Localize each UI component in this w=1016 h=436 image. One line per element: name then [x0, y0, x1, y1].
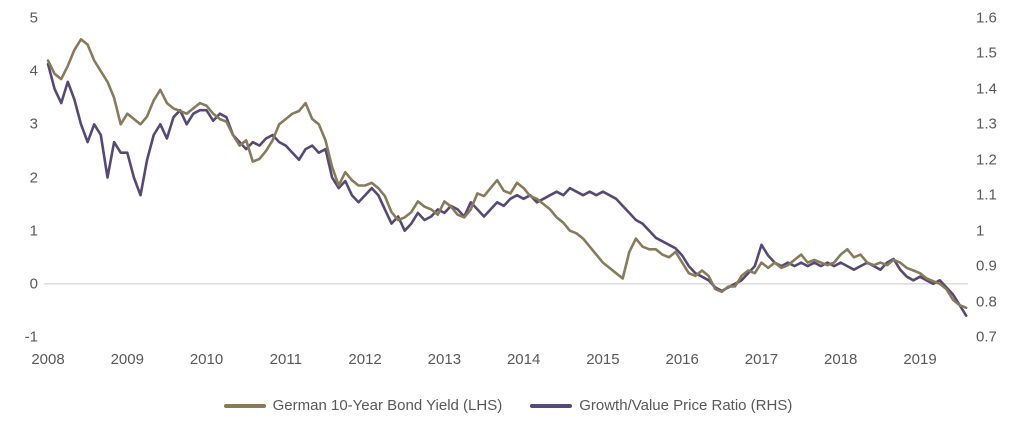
series-line-1 [46, 62, 968, 318]
left-axis-tick-label: 3 [29, 115, 38, 133]
plot-area [44, 37, 968, 318]
x-axis-tick-label: 2009 [110, 351, 144, 368]
x-axis-tick-label: 2017 [744, 351, 779, 368]
x-axis-tick-label: 2018 [824, 351, 858, 368]
legend-item-growth-value-ratio: Growth/Value Price Ratio (RHS) [530, 397, 792, 414]
legend-label-growth-value-ratio: Growth/Value Price Ratio (RHS) [579, 397, 793, 414]
x-axis-tick-label: 2019 [903, 351, 937, 368]
right-axis-tick-label: 0.8 [976, 293, 997, 311]
x-axis-tick-label: 2008 [31, 351, 65, 368]
x-axis-tick-label: 2014 [506, 351, 541, 368]
chart-legend: German 10-Year Bond Yield (LHS) Growth/V… [0, 397, 1016, 414]
left-axis-tick-label: -1 [24, 328, 38, 346]
bond-yield-line-swatch-icon [223, 403, 266, 408]
legend-label-bond-yield: German 10-Year Bond Yield (LHS) [272, 397, 503, 414]
right-axis-tick-label: 1.3 [976, 115, 997, 133]
x-axis-tick-label: 2010 [189, 351, 224, 368]
left-axis-tick-label: 5 [29, 9, 38, 27]
legend-item-bond-yield: German 10-Year Bond Yield (LHS) [223, 397, 503, 414]
right-axis-tick-label: 1.2 [976, 151, 997, 169]
left-axis-tick-label: 0 [29, 275, 38, 293]
right-axis-tick-label: 1.6 [976, 9, 997, 27]
right-axis-tick-label: 1.1 [976, 186, 997, 204]
right-axis-tick-label: 0.9 [976, 257, 997, 275]
x-axis-tick-label: 2013 [427, 351, 462, 368]
left-axis-tick-label: 1 [29, 222, 38, 240]
right-axis-tick-label: 1.4 [976, 80, 997, 98]
x-axis-tick-label: 2015 [586, 351, 620, 368]
x-axis-tick-label: 2012 [348, 351, 382, 368]
right-axis-tick-label: 1.5 [976, 44, 997, 62]
x-axis-tick-label: 2011 [269, 351, 302, 368]
left-axis-tick-label: 4 [29, 62, 38, 80]
right-axis-tick-label: 0.7 [976, 328, 997, 346]
series-line-0 [46, 37, 968, 310]
right-axis-tick-label: 1 [976, 222, 985, 240]
growth-value-line-swatch-icon [530, 403, 573, 408]
left-axis-tick-label: 2 [29, 169, 38, 186]
x-axis-tick-label: 2016 [665, 351, 699, 368]
